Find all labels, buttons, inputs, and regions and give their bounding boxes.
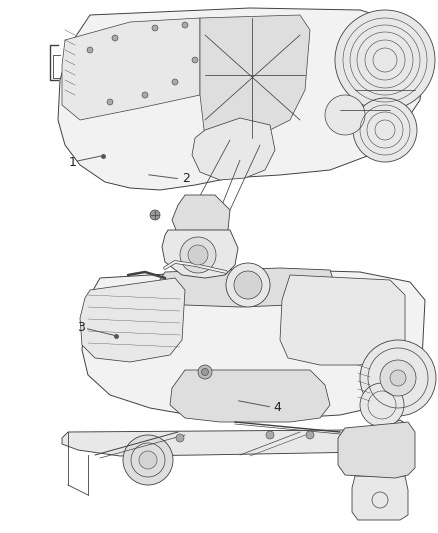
Circle shape xyxy=(325,95,365,135)
Circle shape xyxy=(234,271,262,299)
Circle shape xyxy=(266,431,274,439)
Polygon shape xyxy=(280,275,405,365)
Polygon shape xyxy=(80,278,185,362)
Polygon shape xyxy=(200,15,310,140)
Circle shape xyxy=(390,370,406,386)
Circle shape xyxy=(188,245,208,265)
Polygon shape xyxy=(172,195,230,242)
Circle shape xyxy=(150,210,160,220)
Circle shape xyxy=(360,340,436,416)
Polygon shape xyxy=(338,422,415,478)
Circle shape xyxy=(112,35,118,41)
Circle shape xyxy=(182,22,188,28)
Circle shape xyxy=(142,92,148,98)
Polygon shape xyxy=(82,270,425,418)
Circle shape xyxy=(139,451,157,469)
Polygon shape xyxy=(192,118,275,180)
Circle shape xyxy=(201,368,208,376)
Circle shape xyxy=(380,360,416,396)
Circle shape xyxy=(172,79,178,85)
Text: 1: 1 xyxy=(69,156,77,169)
Polygon shape xyxy=(158,268,335,307)
Text: 3: 3 xyxy=(78,321,85,334)
Polygon shape xyxy=(170,370,330,422)
Polygon shape xyxy=(162,230,238,278)
Circle shape xyxy=(180,237,216,273)
Circle shape xyxy=(123,435,173,485)
Circle shape xyxy=(198,365,212,379)
Circle shape xyxy=(226,263,270,307)
Circle shape xyxy=(192,57,198,63)
Circle shape xyxy=(306,431,314,439)
Circle shape xyxy=(87,47,93,53)
Polygon shape xyxy=(62,18,200,120)
Text: 2: 2 xyxy=(182,172,190,185)
Polygon shape xyxy=(62,420,408,456)
Polygon shape xyxy=(352,476,408,520)
Circle shape xyxy=(107,99,113,105)
Circle shape xyxy=(335,10,435,110)
Circle shape xyxy=(176,434,184,442)
Circle shape xyxy=(360,383,404,427)
Circle shape xyxy=(152,25,158,31)
Circle shape xyxy=(353,98,417,162)
Polygon shape xyxy=(58,8,425,190)
Text: 4: 4 xyxy=(274,401,282,414)
